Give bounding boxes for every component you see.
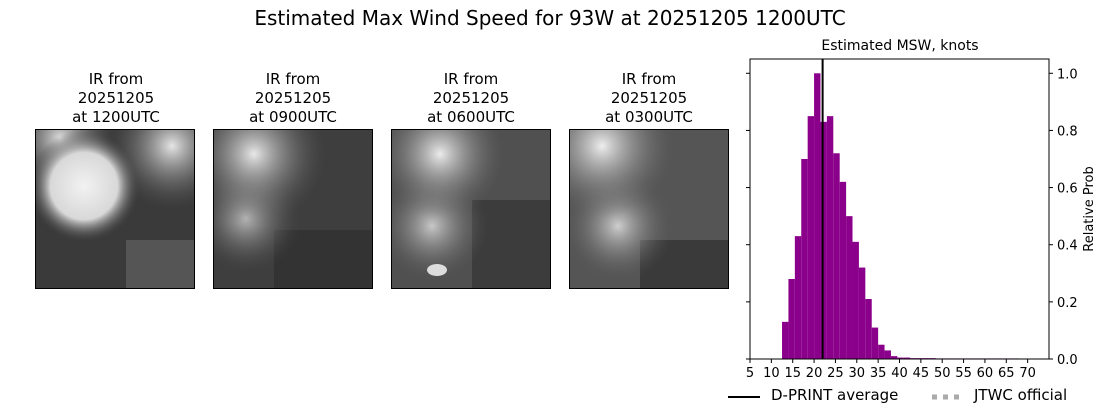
ir-image-0300utc bbox=[569, 129, 729, 289]
x-tick-label: 65 bbox=[998, 366, 1015, 381]
histogram-bar bbox=[839, 181, 847, 359]
x-tick-label: 55 bbox=[955, 366, 972, 381]
histogram-bar bbox=[884, 350, 891, 359]
jtwc-legend-swatch bbox=[932, 394, 964, 400]
chart-title: Estimated MSW, knots bbox=[821, 38, 978, 54]
x-tick-label: 15 bbox=[784, 366, 801, 381]
x-tick-label: 45 bbox=[913, 366, 930, 381]
y-tick-label: 0.2 bbox=[1057, 296, 1078, 311]
x-tick-label: 30 bbox=[849, 366, 866, 381]
y-tick-label: 0.0 bbox=[1057, 353, 1078, 368]
x-tick-label: 35 bbox=[870, 366, 887, 381]
x-tick-label: 20 bbox=[806, 366, 823, 381]
y-tick-label: 0.4 bbox=[1057, 239, 1078, 254]
ir-image-1200utc bbox=[35, 129, 195, 289]
x-axis-ticks: 5 10 15 20 25 30 35 40 45 50 55 60 65 70 bbox=[746, 359, 1036, 381]
histogram-bar bbox=[897, 357, 904, 359]
ir-panel-title-4: IR from 20251205 at 0300UTC bbox=[605, 70, 693, 126]
y-tick-label: 0.8 bbox=[1057, 124, 1078, 139]
ir-image-0600utc bbox=[391, 129, 551, 289]
histogram-bar bbox=[846, 216, 853, 359]
histogram-bar bbox=[833, 153, 840, 359]
histogram-bar bbox=[858, 267, 866, 359]
histogram-bar bbox=[865, 299, 872, 359]
y-axis-ticks: 0.0 0.2 0.4 0.6 0.8 1.0 bbox=[746, 67, 1078, 368]
ir-panel-title-3: IR from 20251205 at 0600UTC bbox=[427, 70, 515, 126]
histogram-bars bbox=[782, 73, 1020, 360]
x-tick-label: 60 bbox=[977, 366, 994, 381]
x-tick-label: 10 bbox=[763, 366, 780, 381]
x-tick-label: 70 bbox=[1019, 366, 1036, 381]
x-tick-label: 40 bbox=[891, 366, 908, 381]
jtwc-legend-label: JTWC official bbox=[974, 386, 1068, 404]
x-tick-label: 50 bbox=[934, 366, 951, 381]
histogram-bar bbox=[826, 116, 834, 360]
x-tick-label: 5 bbox=[746, 366, 754, 381]
x-tick-label: 25 bbox=[827, 366, 844, 381]
histogram-bar bbox=[890, 356, 898, 359]
histogram-bar bbox=[814, 73, 821, 360]
histogram-bar bbox=[852, 241, 859, 359]
plot-frame bbox=[749, 58, 1050, 360]
histogram-bar bbox=[788, 279, 795, 359]
y-tick-label: 1.0 bbox=[1057, 67, 1078, 82]
dprint-legend-swatch bbox=[728, 396, 760, 398]
figure-title: Estimated Max Wind Speed for 93W at 2025… bbox=[254, 6, 846, 30]
y-tick-label: 0.6 bbox=[1057, 182, 1078, 197]
ir-panel-title-2: IR from 20251205 at 0900UTC bbox=[249, 70, 337, 126]
histogram-bar bbox=[782, 321, 789, 359]
histogram-bar bbox=[903, 357, 911, 359]
histogram-bar bbox=[801, 159, 808, 359]
ir-panel-title-1: IR from 20251205 at 1200UTC bbox=[72, 70, 160, 126]
histogram-bar bbox=[878, 344, 885, 359]
ir-image-0900utc bbox=[213, 129, 373, 289]
y-axis-label: Relative Prob bbox=[1082, 166, 1097, 251]
histogram-bar bbox=[794, 236, 802, 359]
histogram-bar bbox=[807, 116, 815, 360]
dprint-legend-label: D-PRINT average bbox=[771, 386, 899, 404]
histogram-bar bbox=[820, 121, 827, 359]
histogram-bar bbox=[871, 327, 879, 359]
